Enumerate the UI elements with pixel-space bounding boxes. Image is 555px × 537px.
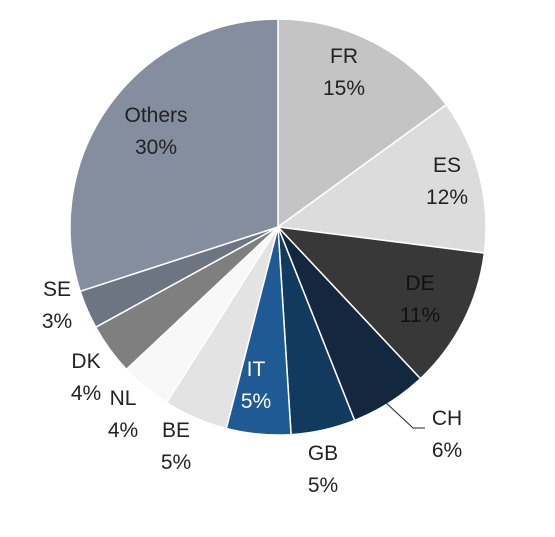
slice-label-be: BE xyxy=(162,419,190,442)
slice-value-de: 11% xyxy=(400,304,440,327)
slice-es xyxy=(276,103,487,254)
slice-value-dk: 4% xyxy=(71,382,101,405)
slice-labels: FR 15% ES 12% DE 11% CH 6% GB 5% IT 5% BE 5% NL 4% DK 4% S… xyxy=(42,45,468,497)
slice-value-se: 3% xyxy=(42,310,72,333)
slice-de xyxy=(276,225,486,380)
slice-value-others: 30% xyxy=(135,136,177,159)
slice-value-nl: 4% xyxy=(108,419,138,442)
leader-line-ch xyxy=(382,399,425,429)
slice-label-others: Others xyxy=(124,104,187,127)
pie-slices xyxy=(69,18,487,436)
slice-value-be: 5% xyxy=(161,451,191,474)
slice-label-de: DE xyxy=(405,272,434,295)
slice-label-es: ES xyxy=(433,154,461,177)
slice-others xyxy=(69,18,279,293)
slice-label-ch: CH xyxy=(432,407,462,430)
leader-lines xyxy=(382,399,425,429)
slice-label-dk: DK xyxy=(71,350,100,373)
slice-label-se: SE xyxy=(43,278,71,301)
slice-label-it: IT xyxy=(247,358,266,381)
slice-label-fr: FR xyxy=(330,45,358,68)
slice-label-gb: GB xyxy=(308,442,338,465)
slice-value-ch: 6% xyxy=(432,439,462,462)
slice-value-fr: 15% xyxy=(323,77,365,100)
slice-value-es: 12% xyxy=(426,186,468,209)
slice-fr xyxy=(277,18,448,229)
slice-label-nl: NL xyxy=(110,387,137,410)
slice-value-gb: 5% xyxy=(308,474,338,497)
slice-value-it: 5% xyxy=(241,390,271,413)
